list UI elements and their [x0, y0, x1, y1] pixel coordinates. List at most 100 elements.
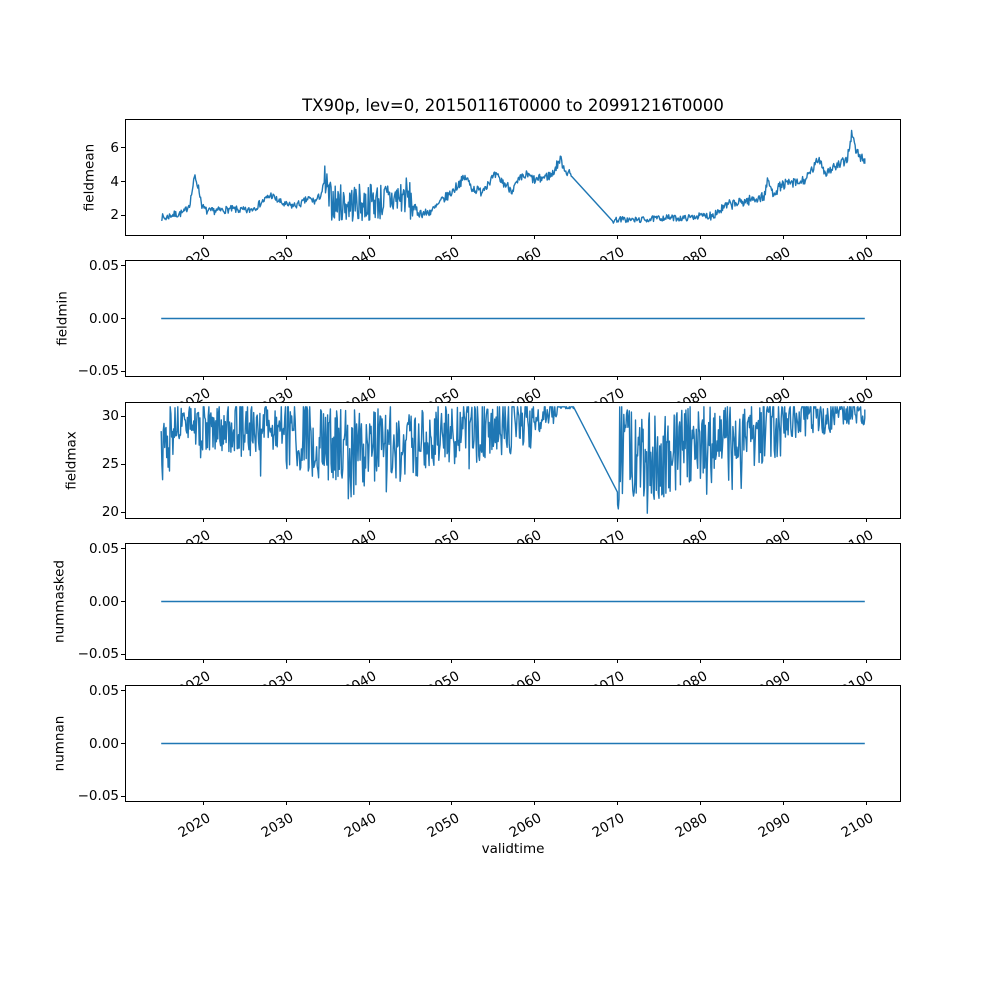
- x-tick-label-wrap: 2090: [705, 382, 794, 416]
- x-tick-label-wrap: 2050: [374, 382, 462, 416]
- x-tick-mark: [782, 801, 784, 805]
- x-tick-label: 2070: [589, 810, 628, 842]
- y-tick-label: −0.05: [77, 646, 119, 663]
- x-tick-label-wrap: 2030: [208, 524, 296, 558]
- x-tick-label-wrap: 2100: [788, 241, 876, 275]
- plot-area-nummasked: [161, 600, 865, 603]
- x-tick-mark: [617, 376, 619, 380]
- x-tick-mark: [699, 518, 701, 522]
- y-tick-mark: [121, 370, 125, 372]
- x-tick-mark: [368, 518, 370, 522]
- x-axis-label: validtime: [481, 841, 545, 857]
- x-tick-mark: [534, 518, 536, 522]
- x-tick-mark: [699, 235, 701, 239]
- x-tick-mark: [285, 518, 287, 522]
- x-tick-mark: [617, 659, 619, 663]
- x-tick-label-wrap: 2070: [540, 524, 628, 558]
- y-tick-mark: [121, 601, 125, 602]
- y-tick-mark: [121, 511, 125, 513]
- x-tick-label-wrap: 2040: [291, 807, 379, 841]
- x-tick-mark: [617, 235, 619, 239]
- x-tick-label-wrap: 2020: [125, 382, 214, 416]
- x-tick-label-wrap: 2090: [705, 524, 794, 558]
- y-tick-mark: [121, 795, 125, 797]
- plot-area-fieldmean: [161, 129, 866, 224]
- x-tick-label-wrap: 2060: [457, 241, 545, 275]
- x-tick-mark: [285, 801, 287, 805]
- x-tick-mark: [617, 518, 619, 522]
- y-tick-label: 4: [110, 173, 119, 190]
- x-tick-label: 2060: [506, 810, 545, 842]
- x-tick-mark: [368, 235, 370, 239]
- x-tick-label: 2090: [755, 810, 794, 842]
- x-tick-label-wrap: 2060: [457, 382, 545, 416]
- x-tick-label-wrap: 2080: [622, 382, 711, 416]
- x-tick-mark: [865, 376, 867, 380]
- x-tick-label-wrap: 2030: [208, 665, 296, 699]
- subplot-nummasked: 0.05 0.00 −0.05 2020 2030 2040 2050 2060 2070 208…: [52, 541, 901, 699]
- x-tick-mark: [534, 801, 536, 805]
- chart-title: TX90p, lev=0, 20150116T0000 to 20991216T…: [302, 96, 724, 115]
- x-tick-label-wrap: 2070: [540, 241, 628, 275]
- x-tick-label-wrap: 2040: [291, 665, 379, 699]
- y-axis-label-nummasked: nummasked: [51, 560, 68, 643]
- x-tick-mark: [285, 376, 287, 380]
- x-tick-mark: [202, 376, 204, 380]
- x-tick-mark: [865, 801, 867, 805]
- x-tick-label-wrap: 2100: [788, 382, 876, 416]
- x-tick-mark: [865, 235, 867, 239]
- x-tick-label-wrap: 2060: [457, 524, 545, 558]
- x-tick-label: 2020: [175, 810, 214, 842]
- subplot-numnan: 0.05 0.00 −0.05 2020 2030 2040 2050 2060 2070 208…: [52, 683, 901, 841]
- x-tick-mark: [451, 659, 453, 663]
- y-axis-label-numnan: numnan: [51, 715, 68, 772]
- y-axis-label-fieldmin: fieldmin: [54, 291, 71, 346]
- x-tick-label-wrap: 2050: [374, 665, 462, 699]
- x-tick-label-wrap: 2060: [457, 807, 545, 841]
- x-tick-mark: [451, 518, 453, 522]
- x-tick-mark: [534, 376, 536, 380]
- x-tick-label: 2040: [341, 810, 379, 842]
- x-tick-mark: [865, 659, 867, 663]
- x-tick-label-wrap: 2030: [208, 807, 296, 841]
- x-tick-mark: [202, 659, 204, 663]
- y-tick-label: 0.00: [88, 310, 119, 327]
- x-tick-label-wrap: 2070: [540, 807, 628, 841]
- y-axis-label-fieldmean: fieldmean: [81, 143, 98, 212]
- x-tick-mark: [782, 235, 784, 239]
- y-tick-mark: [121, 265, 125, 267]
- x-tick-mark: [699, 801, 701, 805]
- y-tick-label: 0.05: [88, 540, 119, 557]
- x-tick-mark: [699, 659, 701, 663]
- y-tick-label: −0.05: [77, 363, 119, 380]
- y-tick-label: 0.00: [88, 735, 119, 752]
- y-tick-label: 0.05: [88, 682, 119, 699]
- data-line-fieldmax: [160, 406, 866, 514]
- y-tick-label: 2: [110, 207, 119, 224]
- x-tick-label-wrap: 2080: [622, 665, 711, 699]
- plot-area-fieldmin: [161, 317, 865, 320]
- x-tick-label-wrap: 2070: [540, 665, 628, 699]
- x-tick-label-wrap: 2020: [125, 241, 214, 275]
- y-tick-label: 6: [110, 139, 119, 156]
- x-tick-mark: [782, 518, 784, 522]
- x-tick-label-wrap: 2100: [788, 807, 876, 841]
- y-tick-label: 25: [101, 456, 119, 473]
- y-tick-mark: [121, 415, 125, 417]
- x-tick-label-wrap: 2100: [788, 524, 876, 558]
- x-tick-label-wrap: 2060: [457, 665, 545, 699]
- x-tick-label-wrap: 2040: [291, 382, 379, 416]
- x-tick-label: 2030: [258, 810, 297, 842]
- x-tick-mark: [534, 659, 536, 663]
- y-tick-mark: [121, 318, 125, 319]
- y-tick-mark: [121, 214, 125, 216]
- subplot-fieldmax: 3025202020203020402050206020702080209021…: [64, 402, 901, 558]
- plot-area-fieldmax: [160, 406, 866, 514]
- x-tick-mark: [617, 801, 619, 805]
- x-tick-mark: [451, 801, 453, 805]
- x-tick-mark: [202, 801, 204, 805]
- y-tick-label: 0.00: [88, 593, 119, 610]
- x-tick-mark: [699, 376, 701, 380]
